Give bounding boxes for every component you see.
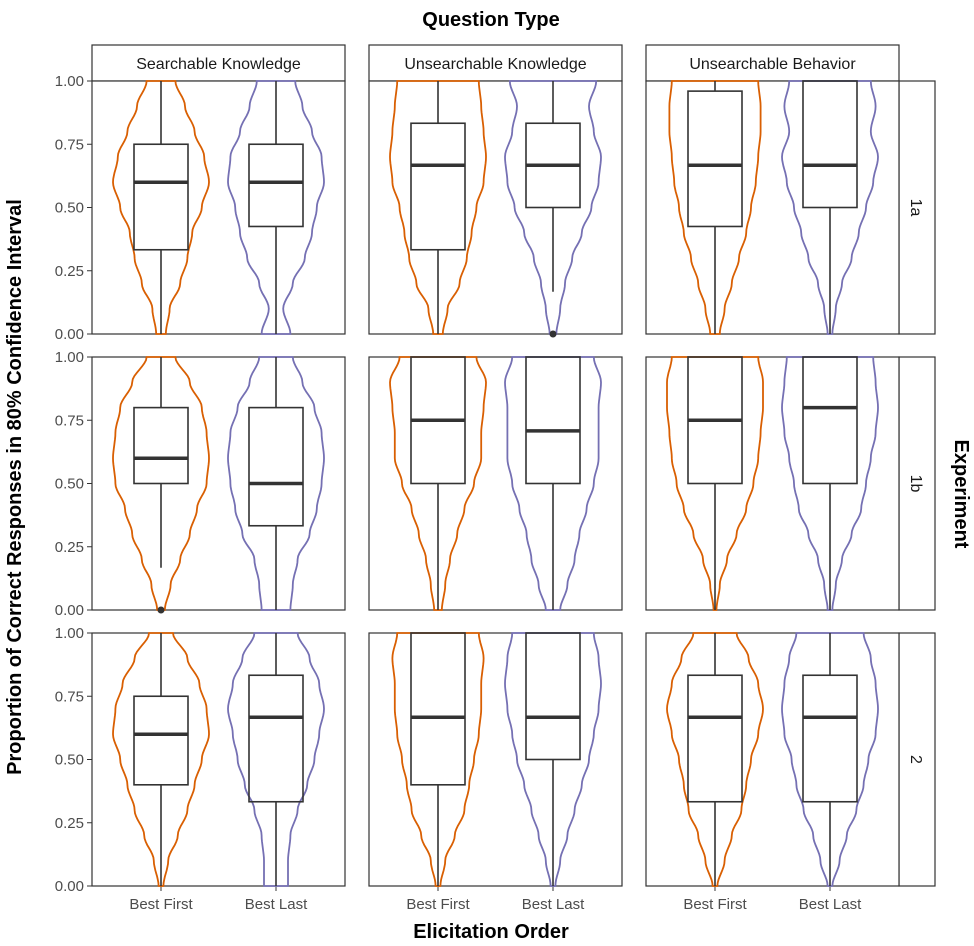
strip-row-1a <box>898 80 936 335</box>
box-best-first <box>133 143 189 251</box>
violin-best-last <box>227 80 325 335</box>
y-tick-label: 1.00 <box>55 625 84 642</box>
panel-2-unsearchable-behavior <box>645 632 900 887</box>
violin-best-first <box>666 632 764 887</box>
y-tick-label: 1.00 <box>55 73 84 90</box>
y-tick-label: 0.75 <box>55 688 84 705</box>
box-best-last <box>525 356 581 485</box>
y-tick-label: 0.00 <box>55 878 84 895</box>
box-best-last <box>248 674 304 803</box>
x-tick-label: Best First <box>683 896 747 913</box>
violin-best-first <box>666 356 764 611</box>
panel-1a-unsearchable-knowledge <box>368 80 623 335</box>
strip-row-label: 1a <box>907 199 924 217</box>
panel-1b-unsearchable-knowledge <box>368 356 623 611</box>
strip-row-label: 2 <box>907 755 924 764</box>
panel-group: Searchable Knowledge Unsearchable Knowled… <box>55 44 936 913</box>
y-tick-label: 0.25 <box>55 539 84 556</box>
y-tick-label: 0.75 <box>55 412 84 429</box>
box-best-first <box>687 674 743 803</box>
strip-col-searchable-knowledge <box>91 44 346 82</box>
violin-best-first <box>112 80 210 335</box>
box-best-first <box>410 632 466 786</box>
x-tick-label: Best First <box>129 896 193 913</box>
panel-1b-searchable-knowledge <box>91 356 346 611</box>
violin-best-last <box>781 632 879 887</box>
y-tick-label: 0.25 <box>55 263 84 280</box>
panel-2-searchable-knowledge <box>91 632 346 887</box>
violin-best-first <box>112 632 210 887</box>
strip-col-label: Unsearchable Behavior <box>689 56 856 73</box>
y-tick-label: 0.75 <box>55 136 84 153</box>
violin-best-first <box>112 356 210 611</box>
y-tick-label: 0.50 <box>55 200 84 217</box>
outlier-point <box>549 330 557 338</box>
panel-1b-unsearchable-behavior <box>645 356 900 611</box>
box-best-last <box>802 356 858 485</box>
box-best-last <box>802 674 858 803</box>
box-best-first <box>410 122 466 251</box>
x-axis-title: Elicitation Order <box>413 921 569 943</box>
strip-row-label: 1b <box>907 475 924 493</box>
x-tick-label: Best Last <box>245 896 308 913</box>
strip-col-label: Unsearchable Knowledge <box>404 56 586 73</box>
violin-best-last <box>504 356 602 611</box>
violin-best-first <box>389 80 487 335</box>
violin-best-last <box>504 632 602 887</box>
box-best-first <box>687 90 743 228</box>
y-tick-label: 1.00 <box>55 349 84 366</box>
strip-row-1b <box>898 356 936 611</box>
facet-row-title: Experiment <box>950 440 972 549</box>
box-best-last <box>248 406 304 527</box>
y-axis-title: Proportion of Correct Responses in 80% C… <box>4 199 26 775</box>
panel-2-unsearchable-knowledge <box>368 632 623 887</box>
strip-col-unsearchable-knowledge <box>368 44 623 82</box>
box-best-first <box>133 406 189 485</box>
violin-best-last <box>504 80 602 335</box>
violin-best-first <box>668 80 762 335</box>
y-tick-label: 0.50 <box>55 476 84 493</box>
box-best-last <box>525 632 581 761</box>
violin-best-last <box>781 80 879 335</box>
facet-column-title: Question Type <box>422 9 559 31</box>
x-tick-label: Best Last <box>799 896 862 913</box>
x-tick-label: Best Last <box>522 896 585 913</box>
box-best-last <box>802 80 858 209</box>
panel-1a-unsearchable-behavior <box>645 80 900 335</box>
violin-best-last <box>227 356 325 611</box>
x-tick-label: Best First <box>406 896 470 913</box>
violin-best-first <box>391 632 485 887</box>
y-tick-label: 0.50 <box>55 752 84 769</box>
box-best-last <box>248 143 304 228</box>
strip-col-unsearchable-behavior <box>645 44 900 82</box>
y-tick-label: 0.00 <box>55 602 84 619</box>
y-tick-label: 0.00 <box>55 326 84 343</box>
violin-best-first <box>389 356 487 611</box>
y-tick-label: 0.25 <box>55 815 84 832</box>
box-best-first <box>133 695 189 786</box>
outlier-point <box>157 606 165 614</box>
strip-col-label: Searchable Knowledge <box>136 56 301 73</box>
violin-best-last <box>781 356 879 611</box>
violin-best-last <box>227 632 325 887</box>
